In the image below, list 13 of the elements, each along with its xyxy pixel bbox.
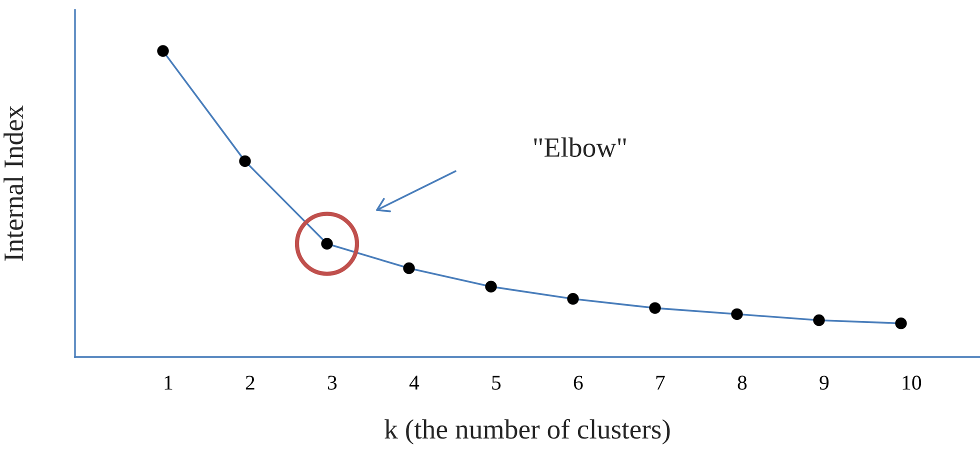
- x-tick-label: 8: [738, 376, 747, 390]
- x-tick-label: 3: [328, 376, 337, 390]
- x-tick-label: 4: [409, 376, 420, 390]
- x-tick-label: 6: [574, 376, 583, 390]
- x-tick-label: 1: [164, 376, 172, 390]
- annotation: "Elbow": [534, 137, 626, 157]
- x-tick-label: 9: [820, 376, 829, 390]
- x-tick-label: 7: [656, 376, 665, 390]
- x-tick-label: 2: [246, 376, 254, 390]
- x-axis-title: k (the number of clusters): [384, 418, 670, 444]
- x-tick-label: 10: [902, 376, 922, 390]
- x-tick-label: 5: [492, 376, 501, 390]
- y-axis-title: Internal Index: [4, 106, 24, 261]
